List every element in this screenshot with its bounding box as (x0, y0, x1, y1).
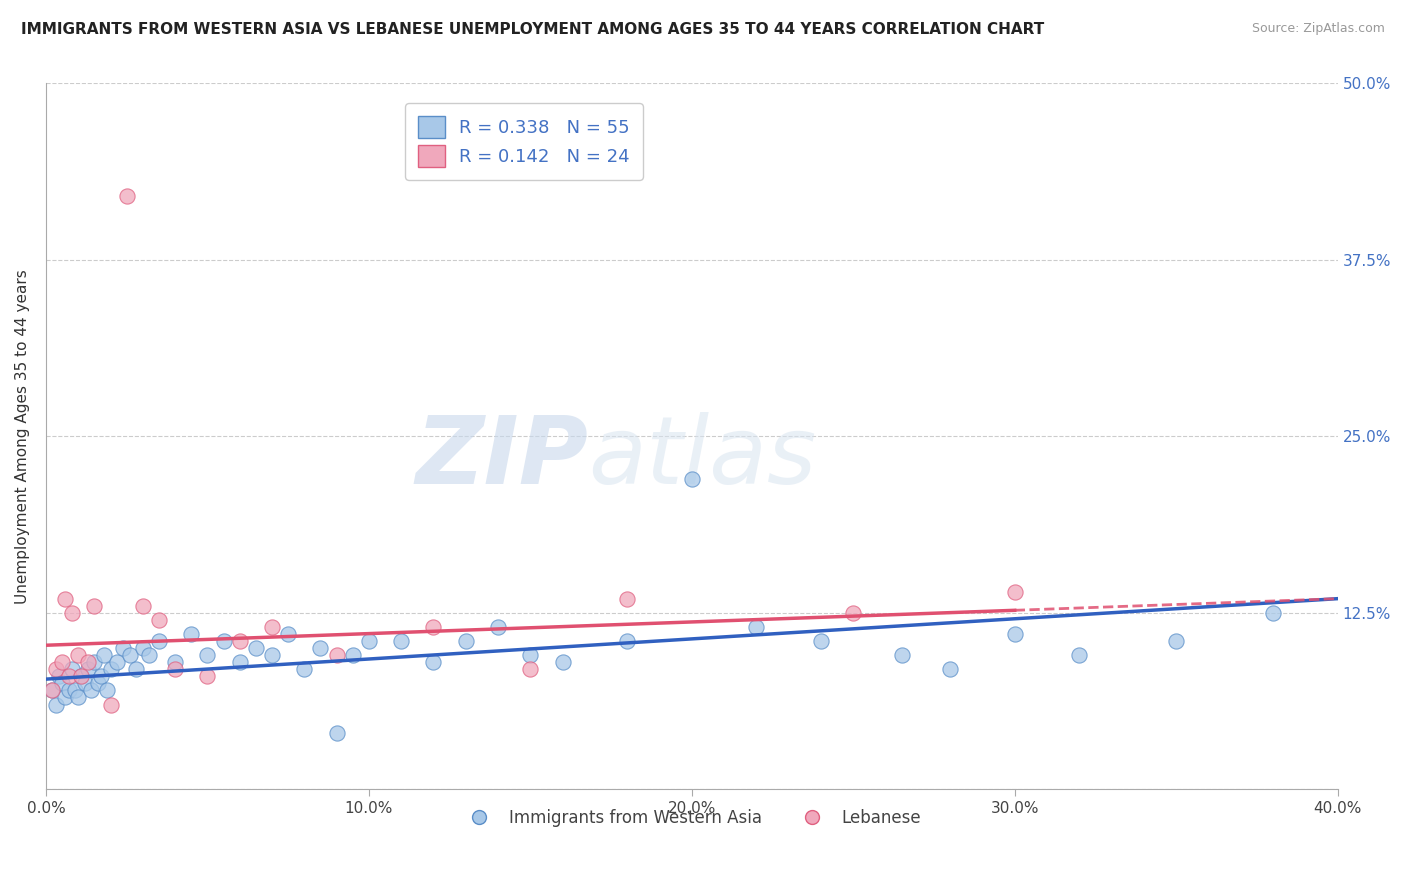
Point (165, 662, 187, 676)
Point (77, 655, 100, 669)
Point (70, 669, 93, 683)
Text: ZIP: ZIP (416, 411, 589, 503)
Point (325, 725, 347, 739)
Point (681, 472, 703, 486)
Point (93, 648, 115, 662)
Point (309, 641, 332, 656)
Point (60, 662, 83, 676)
Point (45, 662, 67, 676)
Point (260, 620, 283, 634)
Point (810, 634, 832, 648)
Point (357, 634, 380, 648)
Point (616, 591, 638, 606)
Point (112, 641, 135, 656)
Point (519, 662, 541, 676)
Point (422, 655, 444, 669)
Point (60, 606, 83, 620)
Point (180, 627, 202, 641)
Point (58, 669, 80, 683)
Point (1261, 606, 1284, 620)
Point (51, 676, 73, 690)
Point (616, 634, 638, 648)
Point (83, 655, 105, 669)
Point (292, 662, 315, 676)
Point (80, 683, 103, 698)
Point (245, 641, 267, 656)
Point (125, 662, 148, 676)
Point (197, 648, 219, 662)
Point (132, 641, 155, 656)
Point (325, 648, 347, 662)
Point (939, 662, 962, 676)
Point (90, 669, 112, 683)
Point (48, 669, 70, 683)
Point (51, 655, 73, 669)
Y-axis label: Unemployment Among Ages 35 to 44 years: Unemployment Among Ages 35 to 44 years (15, 269, 30, 604)
Point (165, 655, 187, 669)
Point (842, 606, 865, 620)
Point (63, 683, 86, 698)
Point (138, 648, 160, 662)
Point (70, 669, 93, 683)
Point (1166, 634, 1188, 648)
Point (212, 634, 235, 648)
Point (58, 683, 80, 698)
Point (100, 662, 122, 676)
Point (118, 648, 141, 662)
Point (86, 676, 108, 690)
Point (890, 648, 912, 662)
Text: atlas: atlas (589, 412, 817, 503)
Point (41, 683, 63, 698)
Point (105, 655, 128, 669)
Point (67, 690, 90, 705)
Text: IMMIGRANTS FROM WESTERN ASIA VS LEBANESE UNEMPLOYMENT AMONG AGES 35 TO 44 YEARS : IMMIGRANTS FROM WESTERN ASIA VS LEBANESE… (21, 22, 1045, 37)
Point (96, 683, 118, 698)
Point (77, 662, 100, 676)
Point (519, 648, 541, 662)
Point (67, 648, 90, 662)
Point (148, 613, 170, 627)
Point (45, 698, 67, 712)
Point (132, 599, 155, 613)
Point (486, 620, 509, 634)
Point (148, 634, 170, 648)
Point (422, 620, 444, 634)
Point (277, 627, 299, 641)
Point (1004, 584, 1026, 599)
Point (73, 676, 96, 690)
Point (342, 648, 364, 662)
Point (228, 634, 250, 648)
Point (228, 655, 250, 669)
Point (260, 648, 283, 662)
Point (551, 655, 574, 669)
Point (83, 599, 105, 613)
Point (53, 690, 76, 705)
Point (454, 634, 477, 648)
Point (389, 634, 412, 648)
Text: Source: ZipAtlas.com: Source: ZipAtlas.com (1251, 22, 1385, 36)
Point (1069, 648, 1091, 662)
Point (1004, 627, 1026, 641)
Point (745, 620, 768, 634)
Point (115, 189, 138, 203)
Point (197, 669, 219, 683)
Legend: Immigrants from Western Asia, Lebanese: Immigrants from Western Asia, Lebanese (456, 803, 928, 834)
Point (100, 698, 122, 712)
Point (53, 591, 76, 606)
Point (41, 683, 63, 698)
